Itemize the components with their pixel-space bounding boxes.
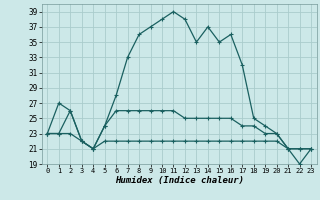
X-axis label: Humidex (Indice chaleur): Humidex (Indice chaleur) (115, 176, 244, 185)
